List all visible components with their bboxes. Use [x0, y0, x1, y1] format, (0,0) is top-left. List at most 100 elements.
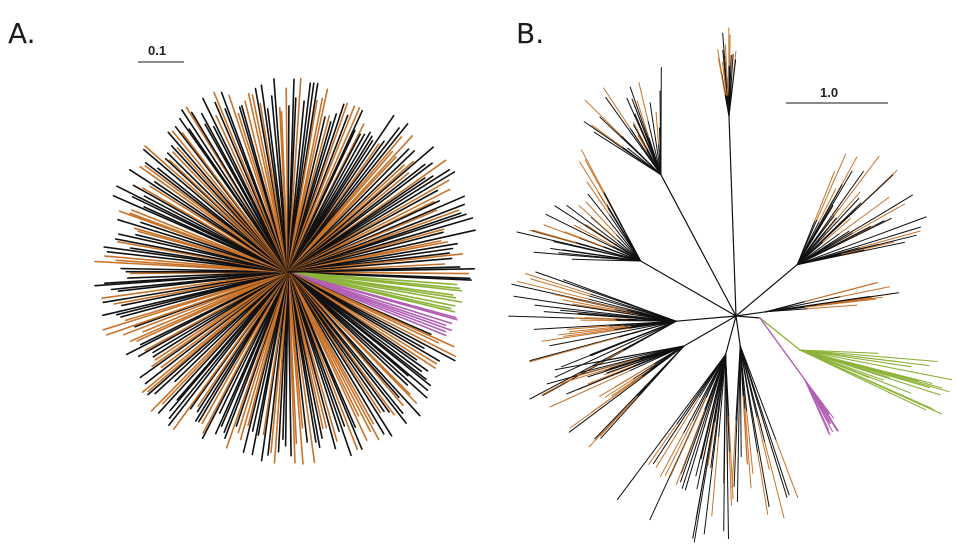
- branch: [535, 271, 587, 291]
- branch: [799, 349, 953, 381]
- branch: [655, 111, 659, 145]
- branch: [287, 271, 404, 407]
- branch: [692, 429, 713, 539]
- branch: [852, 203, 905, 234]
- branch: [624, 345, 685, 371]
- branch: [599, 116, 631, 146]
- branch: [554, 343, 629, 378]
- branch: [683, 315, 737, 347]
- branch: [834, 174, 894, 231]
- branch: [735, 264, 798, 317]
- branch: [799, 349, 933, 384]
- branch: [549, 370, 631, 408]
- branch: [718, 58, 726, 96]
- branch: [517, 280, 590, 300]
- panel-a-scale-label: 0.1: [148, 43, 167, 58]
- branch: [731, 420, 737, 489]
- panel-b-label: B.: [516, 17, 545, 50]
- branch: [738, 345, 741, 432]
- branch: [534, 304, 593, 313]
- branch: [262, 271, 289, 436]
- branch: [591, 124, 624, 148]
- branch: [735, 315, 741, 347]
- branch: [627, 320, 677, 344]
- branch: [807, 304, 858, 310]
- branch: [251, 271, 289, 456]
- branch: [202, 271, 289, 434]
- branch: [624, 345, 685, 358]
- branch: [739, 345, 744, 397]
- panel-b-scale-bar: [786, 102, 888, 104]
- branch: [692, 354, 727, 422]
- branch: [641, 345, 685, 377]
- branch: [739, 345, 766, 443]
- branch: [804, 379, 835, 419]
- branch: [558, 252, 591, 257]
- branch: [223, 271, 289, 434]
- branch: [637, 135, 648, 151]
- branch: [620, 135, 662, 176]
- branch: [735, 315, 761, 319]
- branch: [669, 397, 707, 478]
- branch: [765, 427, 788, 498]
- branch: [141, 271, 289, 394]
- branch: [618, 147, 662, 176]
- branch: [739, 345, 777, 441]
- branch: [695, 410, 713, 477]
- branch: [733, 401, 739, 487]
- branch: [759, 317, 806, 381]
- branch: [599, 363, 655, 397]
- branch: [796, 220, 816, 266]
- branch: [287, 271, 463, 303]
- branch: [684, 424, 706, 491]
- branch: [756, 416, 770, 470]
- branch: [106, 271, 289, 336]
- branch: [799, 349, 927, 411]
- branch: [605, 96, 633, 136]
- branch: [553, 241, 587, 250]
- branch: [157, 167, 289, 273]
- branch: [796, 216, 832, 266]
- panel-b-unrooted-tree: [508, 27, 953, 543]
- branch: [605, 378, 634, 398]
- branch: [579, 230, 642, 262]
- branch: [580, 149, 605, 193]
- branch: [513, 295, 594, 309]
- branch: [822, 218, 851, 243]
- branch: [589, 341, 623, 356]
- branch: [636, 100, 650, 138]
- branch: [804, 282, 877, 302]
- branch: [574, 317, 616, 320]
- branch: [831, 170, 853, 206]
- branch: [765, 304, 812, 313]
- branch: [568, 395, 618, 433]
- branch: [659, 432, 684, 477]
- branch: [739, 345, 766, 429]
- branch: [593, 131, 620, 149]
- branch: [585, 248, 642, 262]
- branch: [632, 121, 647, 148]
- branch: [707, 422, 716, 466]
- branch: [812, 217, 837, 247]
- branch: [173, 271, 289, 430]
- branch: [856, 218, 892, 236]
- branch: [722, 61, 727, 96]
- branch: [602, 246, 642, 262]
- branch: [586, 181, 610, 216]
- branch: [641, 345, 685, 362]
- branch: [287, 271, 316, 464]
- branch: [554, 356, 626, 371]
- branch: [549, 330, 626, 347]
- branch: [728, 115, 737, 317]
- branch: [601, 254, 642, 262]
- branch: [742, 395, 748, 464]
- branch: [287, 267, 476, 273]
- branch: [594, 399, 633, 440]
- branch: [287, 105, 356, 273]
- branch: [693, 464, 708, 543]
- branch: [655, 397, 700, 468]
- branch: [816, 296, 883, 306]
- branch: [827, 197, 860, 232]
- branch: [841, 241, 895, 255]
- branch: [627, 147, 648, 165]
